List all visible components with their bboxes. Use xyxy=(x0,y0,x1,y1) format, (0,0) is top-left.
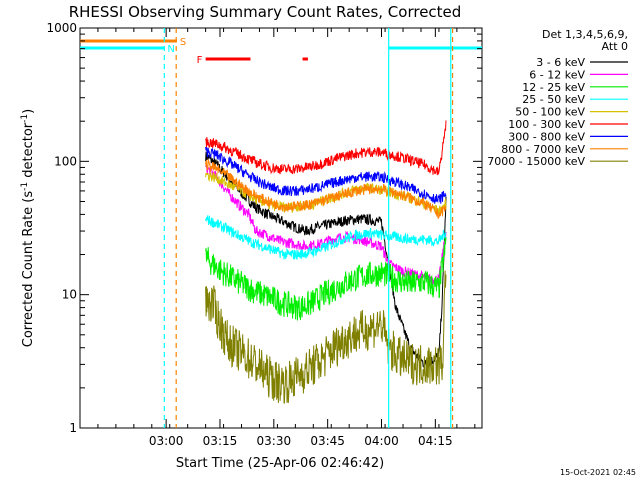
y-tick-label: 100 xyxy=(54,154,77,168)
legend-entry-label: 3 - 6 keV xyxy=(536,56,585,69)
series-line xyxy=(205,120,447,176)
x-tick-label: 03:15 xyxy=(203,434,238,448)
legend-entry-label: 6 - 12 keV xyxy=(529,68,585,81)
series-layer xyxy=(205,120,447,404)
x-tick-label: 04:15 xyxy=(418,434,453,448)
series-line xyxy=(205,163,447,286)
y-axis-label-main: Corrected Count Rate (s xyxy=(21,191,36,348)
vertical-markers xyxy=(163,28,454,428)
flag-label: N xyxy=(167,44,174,55)
legend-header-line-1: Det 1,3,4,5,6,9, xyxy=(542,28,628,41)
y-tick-label: 1 xyxy=(69,421,77,435)
y-tick-label: 10 xyxy=(62,288,77,302)
series-line xyxy=(205,270,447,404)
x-tick-label: 03:00 xyxy=(149,434,184,448)
x-tick-label: 03:45 xyxy=(310,434,345,448)
plot-area-frame xyxy=(79,27,483,429)
y-axis-label-superscript: -1 xyxy=(20,114,30,123)
series-line xyxy=(205,215,447,261)
x-tick-label: 03:30 xyxy=(257,434,292,448)
legend-entry-label: 25 - 50 keV xyxy=(522,93,585,106)
y-tick-label: 1000 xyxy=(46,21,77,35)
flag-label: S xyxy=(180,37,186,48)
legend-entry-label: 300 - 800 keV xyxy=(508,130,585,143)
flag-label: F xyxy=(197,55,203,66)
footer-date: 15-Oct-2021 02:45 xyxy=(560,468,636,477)
legend-header-line-2: Att 0 xyxy=(602,40,628,53)
y-axis-label-end: ) xyxy=(21,109,36,114)
series-line xyxy=(205,236,447,321)
series-line xyxy=(205,158,447,219)
legend-entry-label: 50 - 100 keV xyxy=(515,106,585,119)
series-line xyxy=(205,146,447,204)
y-axis-label-middle: detector xyxy=(21,122,36,182)
x-axis-label: Start Time (25-Apr-06 02:46:42) xyxy=(176,456,384,471)
x-tick-label: 04:00 xyxy=(364,434,399,448)
legend-entry-label: 100 - 300 keV xyxy=(508,118,585,131)
legend-entry-label: 800 - 7000 keV xyxy=(501,143,585,156)
flag-bars: SN F xyxy=(80,37,482,66)
y-axis-label: Corrected Count Rate (s-1 detector-1) xyxy=(20,109,36,347)
y-axis-label-superscript: -1 xyxy=(20,182,30,191)
chart-title: RHESSI Observing Summary Count Rates, Co… xyxy=(69,3,462,21)
legend-entry-label: 12 - 25 keV xyxy=(522,81,585,94)
legend-entry-label: 7000 - 15000 keV xyxy=(487,155,585,168)
axes: 1 10 100 1000 03:00 03:15 03:30 03:45 04:00 04:15 xyxy=(46,21,482,448)
